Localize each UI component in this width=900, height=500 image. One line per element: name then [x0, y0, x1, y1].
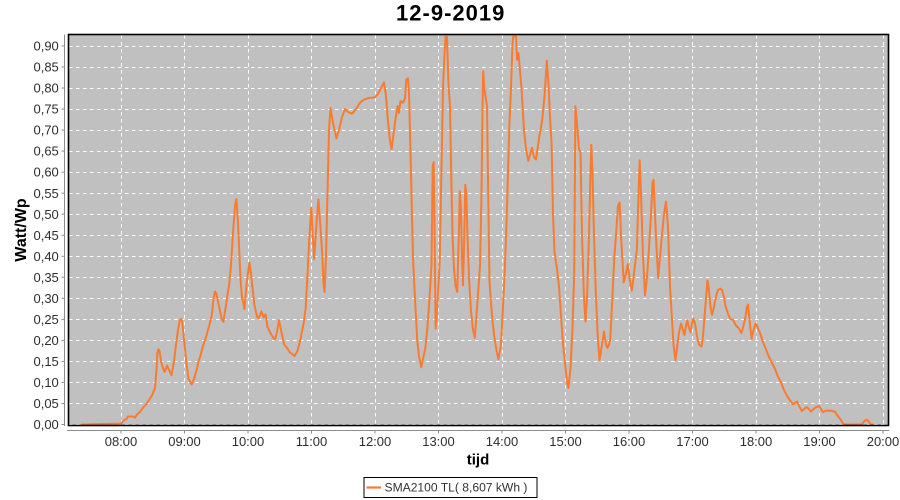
svg-text:tijd: tijd: [467, 452, 490, 469]
svg-text:15:00: 15:00: [549, 434, 582, 449]
svg-text:0,30: 0,30: [33, 291, 58, 306]
svg-text:08:00: 08:00: [105, 434, 138, 449]
svg-text:0,55: 0,55: [33, 186, 58, 201]
svg-text:SMA2100 TL( 8,607 kWh ): SMA2100 TL( 8,607 kWh ): [385, 481, 528, 495]
svg-text:19:00: 19:00: [803, 434, 836, 449]
svg-text:20:00: 20:00: [867, 434, 900, 449]
svg-text:09:00: 09:00: [168, 434, 201, 449]
svg-text:13:00: 13:00: [422, 434, 455, 449]
svg-text:12:00: 12:00: [359, 434, 392, 449]
svg-text:0,40: 0,40: [33, 249, 58, 264]
svg-text:14:00: 14:00: [486, 434, 519, 449]
svg-text:0,50: 0,50: [33, 207, 58, 222]
svg-text:0,85: 0,85: [33, 60, 58, 75]
svg-text:0,60: 0,60: [33, 165, 58, 180]
svg-text:0,15: 0,15: [33, 354, 58, 369]
svg-text:0,10: 0,10: [33, 375, 58, 390]
svg-text:Watt/Wp: Watt/Wp: [13, 198, 30, 262]
svg-text:11:00: 11:00: [296, 434, 328, 449]
svg-text:0,90: 0,90: [33, 39, 58, 54]
svg-text:0,65: 0,65: [33, 144, 58, 159]
svg-text:0,80: 0,80: [33, 81, 58, 96]
svg-text:17:00: 17:00: [676, 434, 709, 449]
svg-text:0,00: 0,00: [33, 417, 58, 432]
svg-text:16:00: 16:00: [613, 434, 646, 449]
svg-text:10:00: 10:00: [232, 434, 265, 449]
svg-text:12-9-2019: 12-9-2019: [396, 1, 505, 26]
svg-text:0,05: 0,05: [33, 396, 58, 411]
svg-text:0,70: 0,70: [33, 123, 58, 138]
svg-text:0,25: 0,25: [33, 312, 58, 327]
svg-text:18:00: 18:00: [740, 434, 773, 449]
svg-text:0,35: 0,35: [33, 270, 58, 285]
svg-text:0,45: 0,45: [33, 228, 58, 243]
svg-text:0,20: 0,20: [33, 333, 58, 348]
svg-text:0,75: 0,75: [33, 102, 58, 117]
